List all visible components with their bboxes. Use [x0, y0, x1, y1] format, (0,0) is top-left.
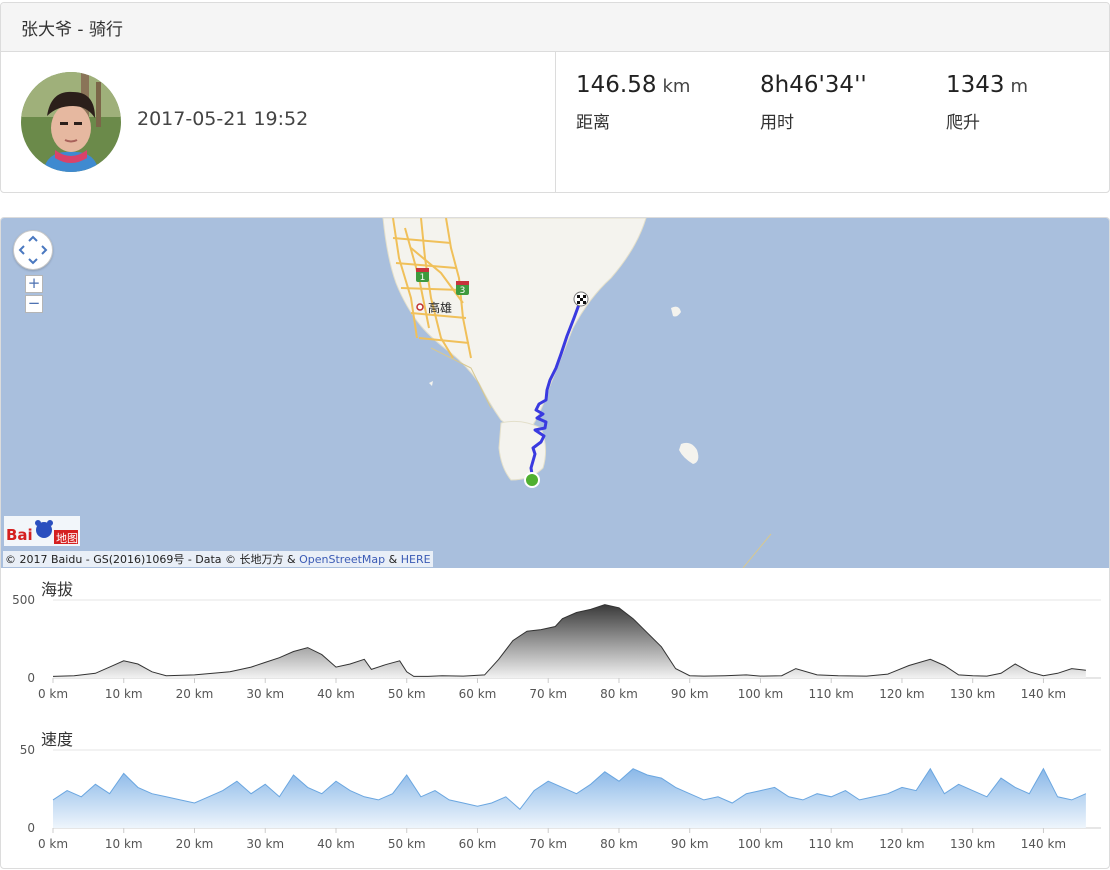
island — [671, 306, 681, 317]
speed-chart: 速度 50 0 0 km 10 km 20 km 30 km 40 km 50 km 60 km… — [1, 718, 1109, 868]
minor-roads — [430, 347, 772, 568]
map-canvas: 1 3 高雄 — [382, 218, 772, 568]
elevation-chart: 海拔 500 0 0 km 10 km 20 km 30 km 40 km 50 km 60 k… — [1, 568, 1109, 718]
avatar-image — [21, 72, 121, 172]
avatar[interactable] — [21, 72, 121, 172]
stat-distance: 146.58 km 距离 — [576, 72, 690, 133]
series-area — [53, 604, 1086, 678]
card-header: 张大爷 - 骑行 — [1, 3, 1109, 52]
speed-plot: 50 00 km 10 km 20 km 30 km 40 km 50 km 60 km 70 … — [20, 743, 1101, 851]
x-tick-label: 120 km — [879, 837, 924, 851]
map-copyright: © 2017 Baidu - GS(2016)1069号 - Data © 长地… — [3, 551, 433, 567]
speed-chart-title: 速度 — [41, 730, 74, 749]
series-line — [52, 767, 1087, 811]
x-tick-label: 90 km — [671, 687, 709, 701]
y-tick-label: 50 — [20, 743, 35, 757]
route-map[interactable]: 1 3 高雄 — [1, 218, 1109, 568]
land-tip — [498, 420, 547, 481]
activity-summary-card: 张大爷 - 骑行 2017-05-21 19:52 — [0, 2, 1110, 193]
svg-text:3: 3 — [460, 286, 466, 296]
x-tick-label: 0 km — [38, 687, 68, 701]
x-tick-label: 50 km — [388, 687, 426, 701]
pan-arrows-icon — [18, 235, 48, 265]
x-tick-label: 100 km — [738, 837, 783, 851]
x-tick-label: 80 km — [600, 837, 638, 851]
svg-text:地图: 地图 — [56, 532, 78, 545]
y-tick-label: 0 — [27, 671, 35, 685]
x-tick-label: 40 km — [317, 837, 355, 851]
stat-distance-value: 146.58 — [576, 72, 657, 98]
stat-duration-label: 用时 — [760, 113, 794, 133]
svg-text:Bai: Bai — [6, 526, 33, 544]
x-tick-label: 90 km — [671, 837, 709, 851]
island — [679, 442, 699, 464]
highway-shield-3: 3 — [456, 281, 469, 296]
elevation-plot: 500 00 km 10 km 20 km 30 km 40 km 50 km 60 km 70… — [12, 593, 1101, 701]
highway-shield-1: 1 — [416, 268, 429, 283]
x-tick-label: 30 km — [246, 687, 284, 701]
x-tick-label: 140 km — [1021, 687, 1066, 701]
x-tick-label: 30 km — [246, 837, 284, 851]
x-tick-label: 100 km — [738, 687, 783, 701]
x-tick-label: 140 km — [1021, 837, 1066, 851]
baidu-logo: Bai 地图 — [4, 516, 80, 546]
x-tick-label: 130 km — [950, 687, 995, 701]
x-tick-label: 130 km — [950, 837, 995, 851]
stat-climb: 1343 m 爬升 — [946, 72, 1028, 133]
finish-marker-icon[interactable] — [573, 291, 589, 307]
x-tick-label: 60 km — [459, 687, 497, 701]
y-tick-label: 500 — [12, 593, 35, 607]
x-tick-label: 50 km — [388, 837, 426, 851]
stat-climb-label: 爬升 — [946, 113, 980, 133]
y-tick-label: 0 — [27, 821, 35, 835]
x-tick-label: 0 km — [38, 837, 68, 851]
route-line — [529, 298, 583, 481]
x-tick-label: 10 km — [105, 687, 143, 701]
map-pan-control[interactable] — [13, 230, 53, 270]
stat-duration-value: 8h46'34'' — [760, 72, 867, 98]
stats-panel: 146.58 km 距离 8h46'34'' 用时 1343 m 爬升 — [556, 52, 1109, 192]
x-tick-label: 20 km — [176, 687, 214, 701]
x-tick-label: 60 km — [459, 837, 497, 851]
stat-duration: 8h46'34'' 用时 — [760, 72, 867, 133]
x-tick-label: 40 km — [317, 687, 355, 701]
series-line — [52, 604, 1086, 677]
here-link[interactable]: HERE — [400, 553, 431, 566]
city-label: 高雄 — [428, 300, 452, 315]
svg-text:1: 1 — [420, 273, 426, 283]
route-panel: 1 3 高雄 — [0, 217, 1110, 869]
stat-distance-unit: km — [662, 76, 691, 97]
activity-title: 张大爷 - 骑行 — [21, 19, 123, 40]
stat-climb-unit: m — [1010, 76, 1029, 97]
island — [429, 381, 433, 386]
start-marker-icon[interactable] — [524, 472, 540, 488]
copyright-and: & — [385, 553, 401, 566]
series-area — [53, 768, 1086, 828]
copyright-text: © 2017 Baidu - GS(2016)1069号 - Data © 长地… — [5, 553, 300, 566]
land-area — [382, 218, 647, 430]
x-tick-label: 20 km — [176, 837, 214, 851]
stat-climb-value: 1343 — [946, 72, 1005, 98]
activity-datetime: 2017-05-21 19:52 — [137, 108, 309, 130]
elevation-chart-title: 海拔 — [41, 580, 74, 599]
stat-distance-label: 距离 — [576, 113, 610, 133]
x-tick-label: 80 km — [600, 687, 638, 701]
x-tick-label: 70 km — [529, 837, 567, 851]
city-marker — [416, 303, 424, 311]
x-tick-label: 110 km — [809, 837, 854, 851]
x-tick-label: 70 km — [529, 687, 567, 701]
zoom-out-button[interactable]: − — [25, 295, 43, 313]
user-info: 2017-05-21 19:52 — [1, 52, 556, 192]
x-tick-label: 110 km — [809, 687, 854, 701]
x-tick-label: 10 km — [105, 837, 143, 851]
x-tick-label: 120 km — [879, 687, 924, 701]
osm-link[interactable]: OpenStreetMap — [299, 553, 386, 566]
zoom-in-button[interactable]: + — [25, 275, 43, 293]
